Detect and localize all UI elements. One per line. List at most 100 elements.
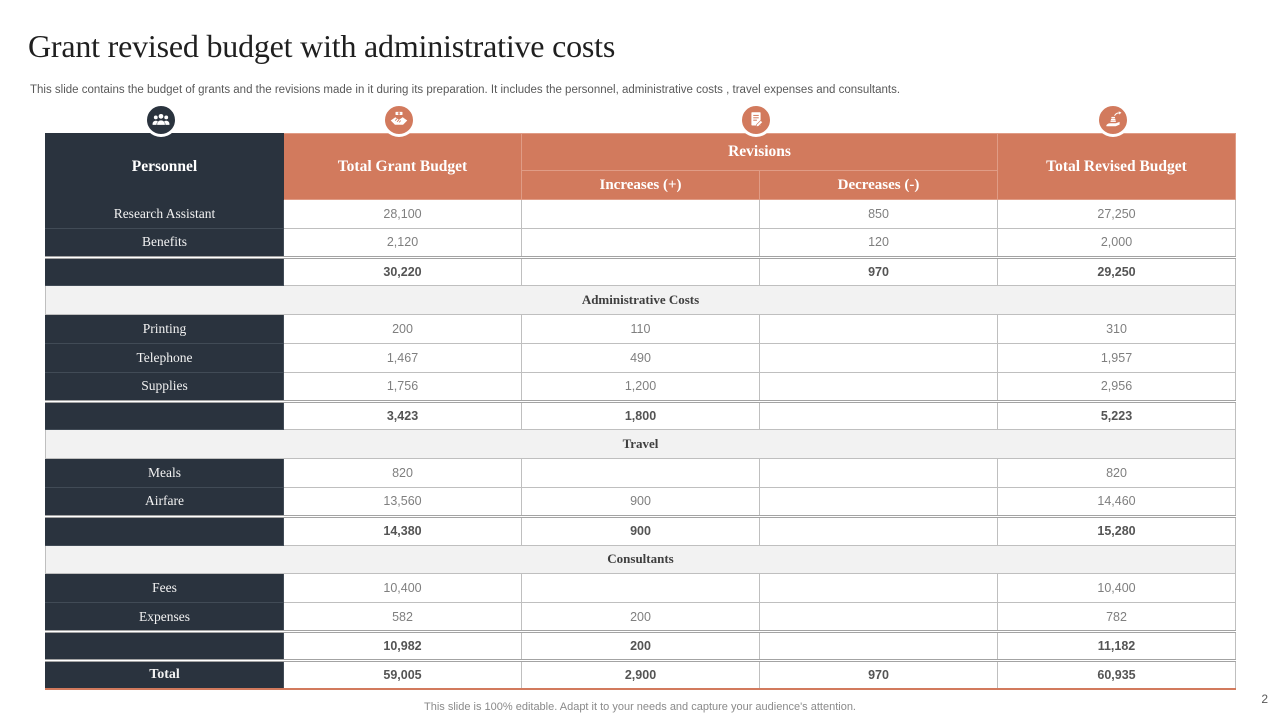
cell-revised: 10,400	[997, 573, 1236, 604]
cell-decrease	[759, 371, 998, 402]
cell-decrease	[759, 342, 998, 373]
page-number: 2	[1261, 692, 1268, 706]
page-title: Grant revised budget with administrative…	[28, 28, 616, 64]
header-row-sub: Increases (+) Decreases (-)	[46, 170, 1236, 200]
subtotal-row: 10,982 200 11,182	[45, 629, 1236, 661]
cell-label	[45, 629, 284, 661]
cell-label	[45, 514, 284, 546]
cell-revised: 11,182	[997, 629, 1236, 661]
cell-grant: 582	[283, 602, 522, 632]
cell-decrease	[759, 314, 998, 344]
table-row: Research Assistant 28,100 850 27,250	[45, 199, 1236, 229]
col-header-grant-budget: Total Grant Budget	[283, 133, 522, 200]
cell-revised: 60,935	[997, 658, 1236, 691]
table-row: Expenses 582 200 782	[45, 602, 1236, 632]
cell-revised: 782	[997, 602, 1236, 632]
cell-revised: 1,957	[997, 342, 1236, 373]
cell-label: Expenses	[45, 602, 284, 632]
cell-increase: 1,800	[521, 399, 760, 431]
cell-revised: 15,280	[997, 514, 1236, 546]
cell-decrease	[759, 458, 998, 488]
cell-increase: 900	[521, 514, 760, 546]
cell-grant: 10,982	[283, 629, 522, 661]
cell-label: Fees	[45, 573, 284, 604]
cell-revised: 27,250	[997, 199, 1236, 229]
cell-decrease	[759, 573, 998, 604]
table-row: Meals 820 820	[45, 458, 1236, 488]
section-title: Consultants	[45, 544, 1236, 575]
cell-label: Benefits	[45, 227, 284, 258]
cell-revised: 2,000	[997, 227, 1236, 258]
cell-increase	[521, 199, 760, 229]
header-row-top: Personnel Total Grant Budget Revisions T…	[45, 133, 1236, 200]
document-edit-icon	[739, 103, 773, 137]
table-row: Fees 10,400 10,400	[45, 573, 1236, 604]
subtotal-row: 14,380 900 15,280	[45, 514, 1236, 546]
handshake-money-icon	[382, 103, 416, 137]
cell-revised: 820	[997, 458, 1236, 488]
cell-grant: 13,560	[283, 486, 522, 517]
cell-increase	[521, 227, 760, 258]
cell-increase	[521, 573, 760, 604]
cell-decrease	[759, 486, 998, 517]
cell-increase	[521, 458, 760, 488]
col-header-revisions: Revisions	[521, 133, 998, 171]
subtotal-row: 3,423 1,800 5,223	[45, 399, 1236, 431]
cell-revised: 5,223	[997, 399, 1236, 431]
footer-note: This slide is 100% editable. Adapt it to…	[424, 701, 856, 713]
cell-grant: 3,423	[283, 399, 522, 431]
cell-increase: 900	[521, 486, 760, 517]
money-growth-hand-icon	[1096, 103, 1130, 137]
cell-label: Supplies	[45, 371, 284, 402]
cell-grant: 28,100	[283, 199, 522, 229]
cell-label	[45, 255, 284, 287]
cell-decrease: 970	[759, 658, 998, 691]
cell-increase: 200	[521, 602, 760, 632]
cell-grant: 820	[283, 458, 522, 488]
table-row: Airfare 13,560 900 14,460	[45, 486, 1236, 517]
cell-increase: 2,900	[521, 658, 760, 691]
cell-decrease: 120	[759, 227, 998, 258]
section-header-row: Administrative Costs	[45, 285, 1236, 316]
cell-grant: 1,467	[283, 342, 522, 373]
section-header-row: Consultants	[45, 544, 1236, 575]
section-title: Travel	[45, 429, 1236, 460]
cell-label: Meals	[45, 458, 284, 488]
total-row: Total 59,005 2,900 970 60,935	[45, 658, 1236, 691]
col-header-revised-budget: Total Revised Budget	[997, 133, 1236, 200]
cell-increase	[521, 255, 760, 287]
cell-grant: 14,380	[283, 514, 522, 546]
cell-increase: 200	[521, 629, 760, 661]
table-row: Printing 200 110 310	[45, 314, 1236, 344]
col-header-decreases: Decreases (-)	[759, 170, 998, 200]
cell-label: Printing	[45, 314, 284, 344]
cell-decrease	[759, 399, 998, 431]
cell-decrease	[759, 602, 998, 632]
cell-revised: 29,250	[997, 255, 1236, 287]
cell-decrease	[759, 629, 998, 661]
table-row: Supplies 1,756 1,200 2,956	[45, 371, 1236, 402]
people-group-icon	[144, 103, 178, 137]
cell-label: Telephone	[45, 342, 284, 373]
cell-decrease: 850	[759, 199, 998, 229]
slide-description: This slide contains the budget of grants…	[30, 84, 901, 96]
cell-grant: 200	[283, 314, 522, 344]
cell-grant: 10,400	[283, 573, 522, 604]
cell-decrease	[759, 514, 998, 546]
cell-revised: 310	[997, 314, 1236, 344]
section-header-row: Travel	[45, 429, 1236, 460]
subtotal-row: 30,220 970 29,250	[45, 255, 1236, 287]
col-header-personnel: Personnel	[45, 133, 284, 200]
cell-label	[45, 399, 284, 431]
section-title: Administrative Costs	[45, 285, 1236, 316]
cell-grant: 1,756	[283, 371, 522, 402]
cell-revised: 14,460	[997, 486, 1236, 517]
cell-increase: 490	[521, 342, 760, 373]
cell-increase: 110	[521, 314, 760, 344]
cell-label: Total	[45, 658, 284, 691]
cell-label: Airfare	[45, 486, 284, 517]
table-row: Telephone 1,467 490 1,957	[45, 342, 1236, 373]
cell-grant: 30,220	[283, 255, 522, 287]
budget-table: Personnel Total Grant Budget Revisions T…	[45, 133, 1236, 691]
